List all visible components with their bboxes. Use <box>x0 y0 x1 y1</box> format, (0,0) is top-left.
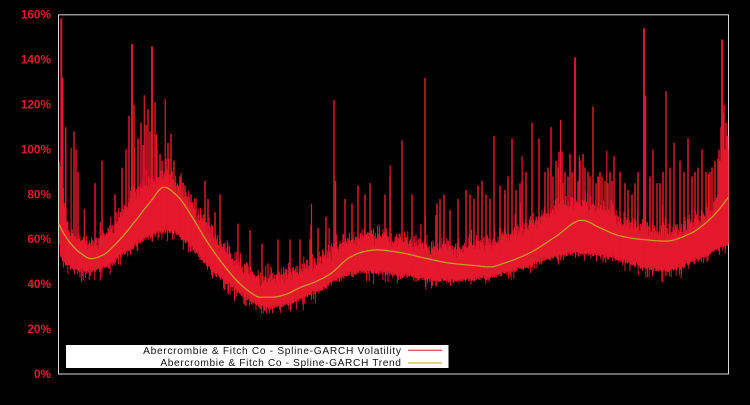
svg-text:Abercrombie & Fitch Co - Splin: Abercrombie & Fitch Co - Spline-GARCH Vo… <box>143 346 402 357</box>
svg-text:Abercrombie & Fitch Co - Splin: Abercrombie & Fitch Co - Spline-GARCH Tr… <box>160 358 401 369</box>
svg-text:140%: 140% <box>21 53 52 67</box>
svg-text:20%: 20% <box>27 322 51 336</box>
svg-text:60%: 60% <box>27 232 51 246</box>
svg-text:0%: 0% <box>34 367 52 381</box>
svg-text:160%: 160% <box>21 8 52 22</box>
svg-text:100%: 100% <box>21 142 52 156</box>
svg-text:80%: 80% <box>27 187 51 201</box>
svg-text:120%: 120% <box>21 98 52 112</box>
svg-text:40%: 40% <box>27 277 51 291</box>
